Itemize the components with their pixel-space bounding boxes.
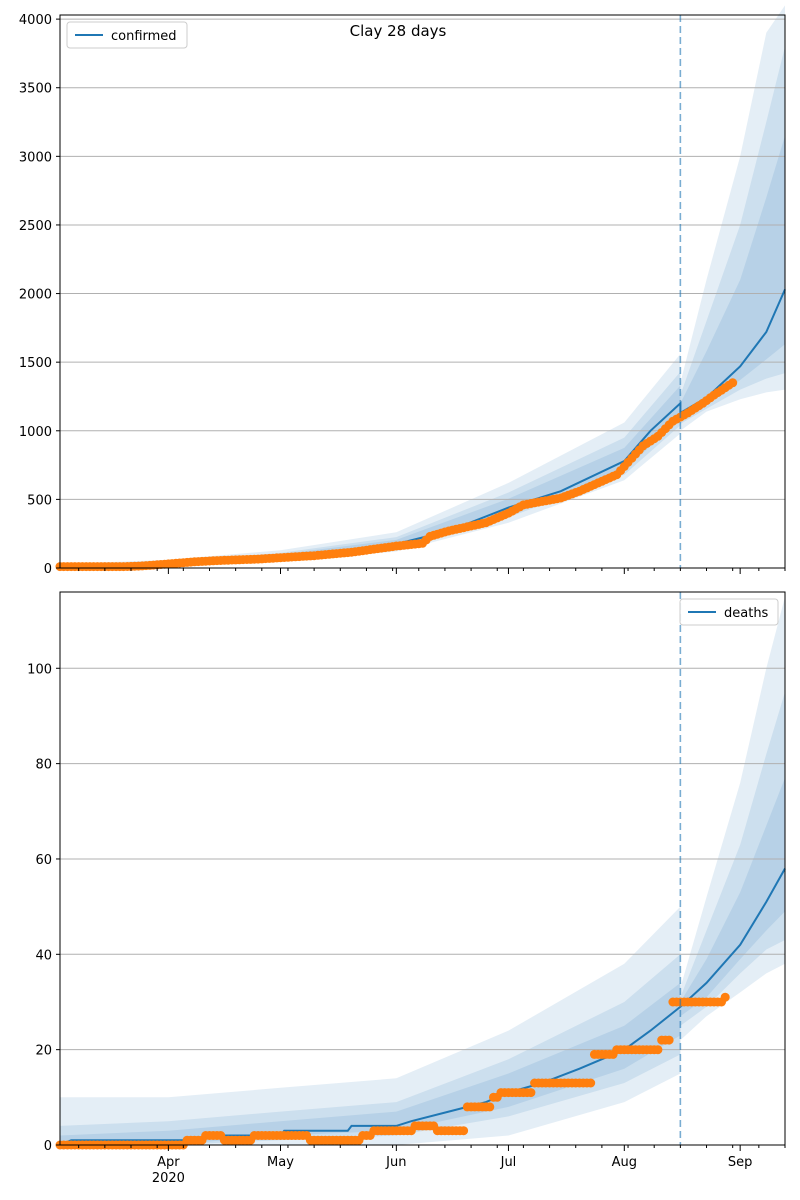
deaths-legend-box bbox=[679, 598, 779, 626]
confirmed-legend-label: confirmed bbox=[111, 29, 177, 44]
confirmed-observed-point bbox=[728, 378, 738, 388]
deaths-x-tick-label: Aug bbox=[612, 1155, 637, 1170]
deaths-y-tick-label: 40 bbox=[35, 948, 52, 963]
confirmed-plot-frame bbox=[59, 14, 786, 569]
confirmed-y-tick-label: 2500 bbox=[19, 219, 52, 234]
deaths-x-tick-label: May bbox=[267, 1155, 294, 1170]
deaths-observed-point bbox=[459, 1126, 469, 1136]
deaths-observed-point bbox=[485, 1102, 495, 1112]
confirmed-legend-box bbox=[66, 21, 188, 49]
figure-title: Clay 28 days bbox=[350, 22, 447, 40]
deaths-legend-label: deaths bbox=[724, 606, 769, 621]
confirmed-y-tick-label: 3500 bbox=[19, 82, 52, 97]
deaths-observed-point bbox=[586, 1078, 596, 1088]
confirmed-y-tick-label: 500 bbox=[27, 493, 52, 508]
deaths-observed-point bbox=[664, 1035, 674, 1045]
confirmed-y-tick-label: 1000 bbox=[19, 425, 52, 440]
deaths-x-tick-sublabel: 2020 bbox=[152, 1171, 185, 1186]
confirmed-y-tick-label: 1500 bbox=[19, 356, 52, 371]
confirmed-y-tick-label: 0 bbox=[44, 562, 52, 577]
confirmed-panel: 0 500 1000 1500 2000 2500 3000 3500 4000 confirm… bbox=[19, 5, 786, 577]
deaths-observed-point bbox=[720, 992, 730, 1002]
deaths-y-tick-label: 80 bbox=[35, 758, 52, 773]
deaths-y-tick-label: 100 bbox=[27, 662, 52, 677]
deaths-observed-point bbox=[526, 1088, 536, 1098]
deaths-x-tick-label: Sep bbox=[728, 1155, 753, 1170]
confirmed-uncertainty-bands bbox=[60, 5, 785, 569]
confirmed-legend: confirmed bbox=[66, 21, 188, 49]
deaths-observed-point bbox=[653, 1045, 663, 1055]
confirmed-axes: 0 500 1000 1500 2000 2500 3000 3500 4000 bbox=[19, 13, 786, 577]
deaths-y-tick-label: 0 bbox=[44, 1139, 52, 1154]
confirmed-y-tick-label: 3000 bbox=[19, 150, 52, 165]
deaths-y-tick-label: 20 bbox=[35, 1044, 52, 1059]
confirmed-y-tick-label: 2000 bbox=[19, 288, 52, 303]
deaths-observed-points bbox=[55, 992, 730, 1150]
deaths-plot-frame bbox=[59, 591, 786, 1146]
confirmed-y-tick-label: 4000 bbox=[19, 13, 52, 28]
deaths-x-tick-label: Jun bbox=[385, 1155, 406, 1170]
deaths-x-tick-label: Apr bbox=[157, 1155, 180, 1170]
deaths-y-tick-label: 60 bbox=[35, 853, 52, 868]
deaths-band-1 bbox=[60, 596, 785, 1145]
deaths-band-2 bbox=[60, 692, 785, 1145]
confirmed-observed-points bbox=[55, 378, 738, 572]
confirmed-band-3 bbox=[60, 135, 785, 569]
deaths-x-tick-label: Jul bbox=[500, 1155, 517, 1170]
deaths-legend: deaths bbox=[679, 598, 779, 626]
